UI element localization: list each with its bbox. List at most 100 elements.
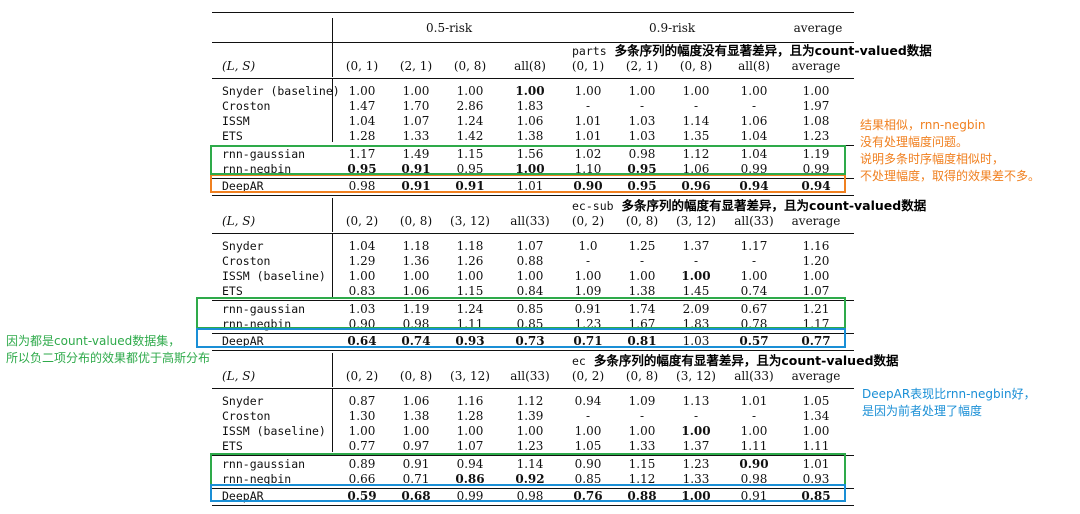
table-row: DeepAR 0.98 0.91 0.91 1.01 0.90 0.95 0.96 0.94 0.… [212,179,854,194]
value-cell: - [585,99,591,113]
value-cell: 0.84 [516,284,544,298]
value-cell: 1.29 [348,254,376,268]
value-cell: 1.83 [516,99,544,113]
value-cell: 0.94 [574,394,602,408]
column-header: (3, 12) [676,369,716,383]
value-cell: 0.93 [455,334,485,348]
value-cell: 1.23 [682,457,710,471]
column-header: all(33) [734,214,774,228]
method-name: ISSM (baseline) [222,424,326,438]
value-cell: 1.36 [402,254,430,268]
column-header: (2, 1) [399,59,433,73]
value-cell: 1.10 [574,162,602,176]
value-cell: 0.85 [516,302,544,316]
blue-annotation-line: DeepAR表现比rnn-negbin好， [862,387,1036,401]
column-divider [332,43,333,77]
value-cell: 1.00 [740,424,768,438]
dataset-name: parts [572,44,607,58]
column-header: (3, 12) [676,214,716,228]
value-cell: 0.67 [740,302,768,316]
column-header-row: (L, S) (0, 1) (2, 1) (0, 8) all(8) (0, 1) (2, … [212,59,854,74]
blue-box-ec [210,484,846,502]
section-rule [212,195,854,196]
blue-annotation-line: 是因为前者处理了幅度 [862,404,983,418]
dataset-label: parts 多条序列的幅度没有显著差异，且为count-valued数据 [572,43,932,59]
value-cell: 1.17 [740,239,768,253]
green-box-ecsub [196,297,846,329]
value-cell: 0.98 [740,472,768,486]
value-cell: - [585,409,591,423]
value-cell: 1.33 [402,129,430,143]
value-cell: 0.96 [681,179,711,193]
value-cell: - [585,254,591,268]
value-cell: 1.21 [802,302,830,316]
value-cell: 0.68 [401,489,431,503]
value-cell: 1.0 [578,239,598,253]
orange-annotation-line: 结果相似，rnn-negbin [860,118,986,132]
column-divider [332,79,333,142]
value-cell: 1.00 [574,424,602,438]
dataset-note: 多条序列的幅度没有显著差异，且为count-valued数据 [614,43,932,58]
value-cell: 0.92 [515,472,545,486]
value-cell: 0.77 [801,334,831,348]
value-cell: 1.07 [802,284,830,298]
column-header: (0, 8) [625,214,659,228]
value-cell: 0.91 [401,179,431,193]
value-cell: 1.14 [682,114,710,128]
value-cell: 0.64 [347,334,377,348]
dataset-name: ec-sub [572,199,614,213]
value-cell: 0.97 [402,439,430,453]
table-row: Snyder 1.04 1.18 1.18 1.07 1.0 1.25 1.37 1.17 1.1… [212,239,854,254]
table-row: ETS 0.83 1.06 1.15 0.84 1.09 1.38 1.45 0.74 1.07 [212,284,854,299]
value-cell: 1.45 [682,284,710,298]
group-rule [212,488,854,489]
value-cell: 1.24 [456,114,484,128]
table-section-ec: ec 多条序列的幅度有显著差异，且为count-valued数据 (L, S) (0,… [212,353,899,506]
value-cell: 0.71 [402,472,430,486]
value-cell: - [693,99,699,113]
method-name: Croston [222,99,271,113]
value-cell: 0.59 [347,489,377,503]
value-cell: - [639,409,645,423]
column-header: average [791,59,841,73]
value-cell: 1.24 [456,302,484,316]
green-annotation: 因为都是count-valued数据集， 所以负二项分布的效果都优于高斯分布 [6,333,210,367]
value-cell: 1.15 [456,284,484,298]
value-cell: 0.94 [801,179,831,193]
dataset-note: 多条序列的幅度有显著差异，且为count-valued数据 [621,198,927,213]
value-cell: 1.00 [348,269,376,283]
value-cell: 1.07 [456,439,484,453]
table-row: DeepAR 0.64 0.74 0.93 0.73 0.71 0.81 1.03 0.57 0.… [212,334,854,349]
value-cell: 1.56 [516,147,544,161]
value-cell: 1.00 [456,424,484,438]
value-cell: 0.98 [348,179,376,193]
value-cell: 1.02 [574,147,602,161]
value-cell: 1.19 [802,147,830,161]
value-cell: 1.12 [628,472,656,486]
dataset-label: ec-sub 多条序列的幅度有显著差异，且为count-valued数据 [572,198,926,214]
value-cell: 1.33 [628,439,656,453]
column-header: all(33) [510,369,550,383]
value-cell: - [751,99,757,113]
blue-box-ecsub [196,328,846,348]
value-cell: 1.00 [681,489,711,503]
value-cell: 1.00 [681,269,711,283]
value-cell: 0.91 [455,179,485,193]
value-cell: 1.00 [628,424,656,438]
value-cell: 1.00 [681,424,711,438]
value-cell: 1.06 [682,162,710,176]
column-divider [332,198,333,232]
table-row: rnn-gaussian 0.89 0.91 0.94 1.14 0.90 1.15 1.23… [212,457,854,472]
value-cell: 1.00 [682,84,710,98]
column-header: (0, 2) [345,214,379,228]
value-cell: 1.04 [740,129,768,143]
method-name: ETS [222,129,243,143]
table-row: Croston 1.47 1.70 2.86 1.83 - - - - 1.97 [212,99,854,114]
value-cell: 1.00 [515,84,545,98]
value-cell: 1.12 [516,394,544,408]
value-cell: 1.97 [802,99,830,113]
value-cell: 1.00 [456,269,484,283]
value-cell: 1.01 [574,114,602,128]
column-header-row: (L, S) (0, 2) (0, 8) (3, 12) all(33) (0, 2) (0… [212,214,854,229]
risk05-label: 0.5-risk [426,21,473,35]
